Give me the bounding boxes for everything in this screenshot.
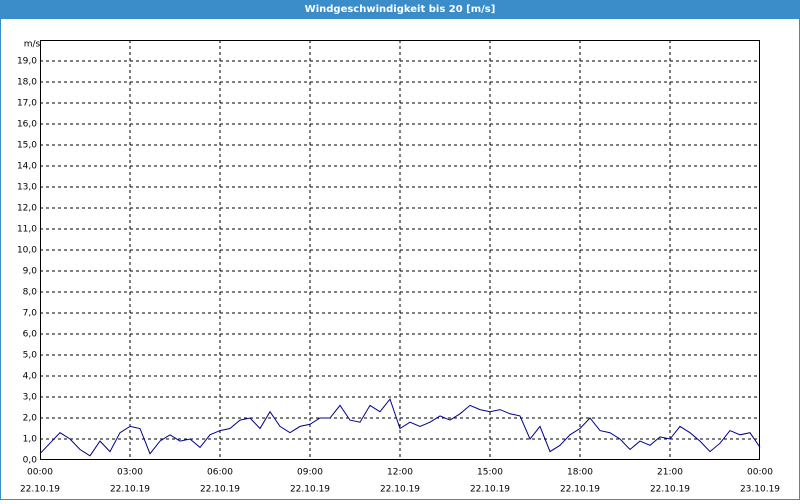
y-tick-label: 9,0 bbox=[23, 267, 38, 277]
y-tick-label: 4,0 bbox=[23, 372, 38, 382]
x-tick-label: 00:00 bbox=[747, 468, 773, 478]
y-tick-label: 15,0 bbox=[17, 141, 37, 151]
x-tick-label: 03:00 bbox=[117, 468, 143, 478]
y-tick-label: 1,0 bbox=[23, 435, 38, 445]
y-tick-label: 17,0 bbox=[17, 99, 37, 109]
data-line bbox=[39, 398, 761, 457]
y-tick-label: 6,0 bbox=[23, 330, 38, 340]
y-tick-label: 10,0 bbox=[17, 246, 37, 256]
x-tick-label: 15:00 bbox=[477, 468, 503, 478]
x-tick-date: 23.10.19 bbox=[740, 485, 780, 495]
y-tick-label: 18,0 bbox=[17, 78, 37, 88]
x-tick-date: 22.10.19 bbox=[290, 485, 330, 495]
y-tick-label: 14,0 bbox=[17, 162, 37, 172]
x-tick-label: 12:00 bbox=[387, 468, 413, 478]
y-tick-label: 5,0 bbox=[23, 351, 38, 361]
title-bar bbox=[0, 0, 800, 18]
x-tick-label: 06:00 bbox=[207, 468, 233, 478]
y-tick-label: 11,0 bbox=[17, 225, 37, 235]
y-tick-label: 13,0 bbox=[17, 183, 37, 193]
x-tick-label: 09:00 bbox=[297, 468, 323, 478]
x-tick-label: 18:00 bbox=[567, 468, 593, 478]
y-unit: m/s bbox=[24, 40, 41, 50]
y-tick-label: 19,0 bbox=[17, 57, 37, 67]
x-tick-date: 22.10.19 bbox=[560, 485, 600, 495]
y-tick-label: 16,0 bbox=[17, 120, 37, 130]
x-tick-date: 22.10.19 bbox=[110, 485, 150, 495]
x-tick-label: 00:00 bbox=[27, 468, 53, 478]
y-tick-label: 12,0 bbox=[17, 204, 37, 214]
chart-title: Windgeschwindigkeit bis 20 [m/s] bbox=[305, 4, 496, 15]
y-tick-label: 0,0 bbox=[23, 456, 38, 466]
y-tick-label: 8,0 bbox=[23, 288, 38, 298]
x-tick-date: 22.10.19 bbox=[650, 485, 690, 495]
x-tick-label: 21:00 bbox=[657, 468, 683, 478]
y-tick-label: 2,0 bbox=[23, 414, 38, 424]
x-tick-date: 22.10.19 bbox=[380, 485, 420, 495]
x-tick-date: 22.10.19 bbox=[470, 485, 510, 495]
x-tick-date: 22.10.19 bbox=[200, 485, 240, 495]
y-tick-label: 7,0 bbox=[23, 309, 38, 319]
x-tick-date: 22.10.19 bbox=[20, 485, 60, 495]
y-tick-label: 3,0 bbox=[23, 393, 38, 403]
